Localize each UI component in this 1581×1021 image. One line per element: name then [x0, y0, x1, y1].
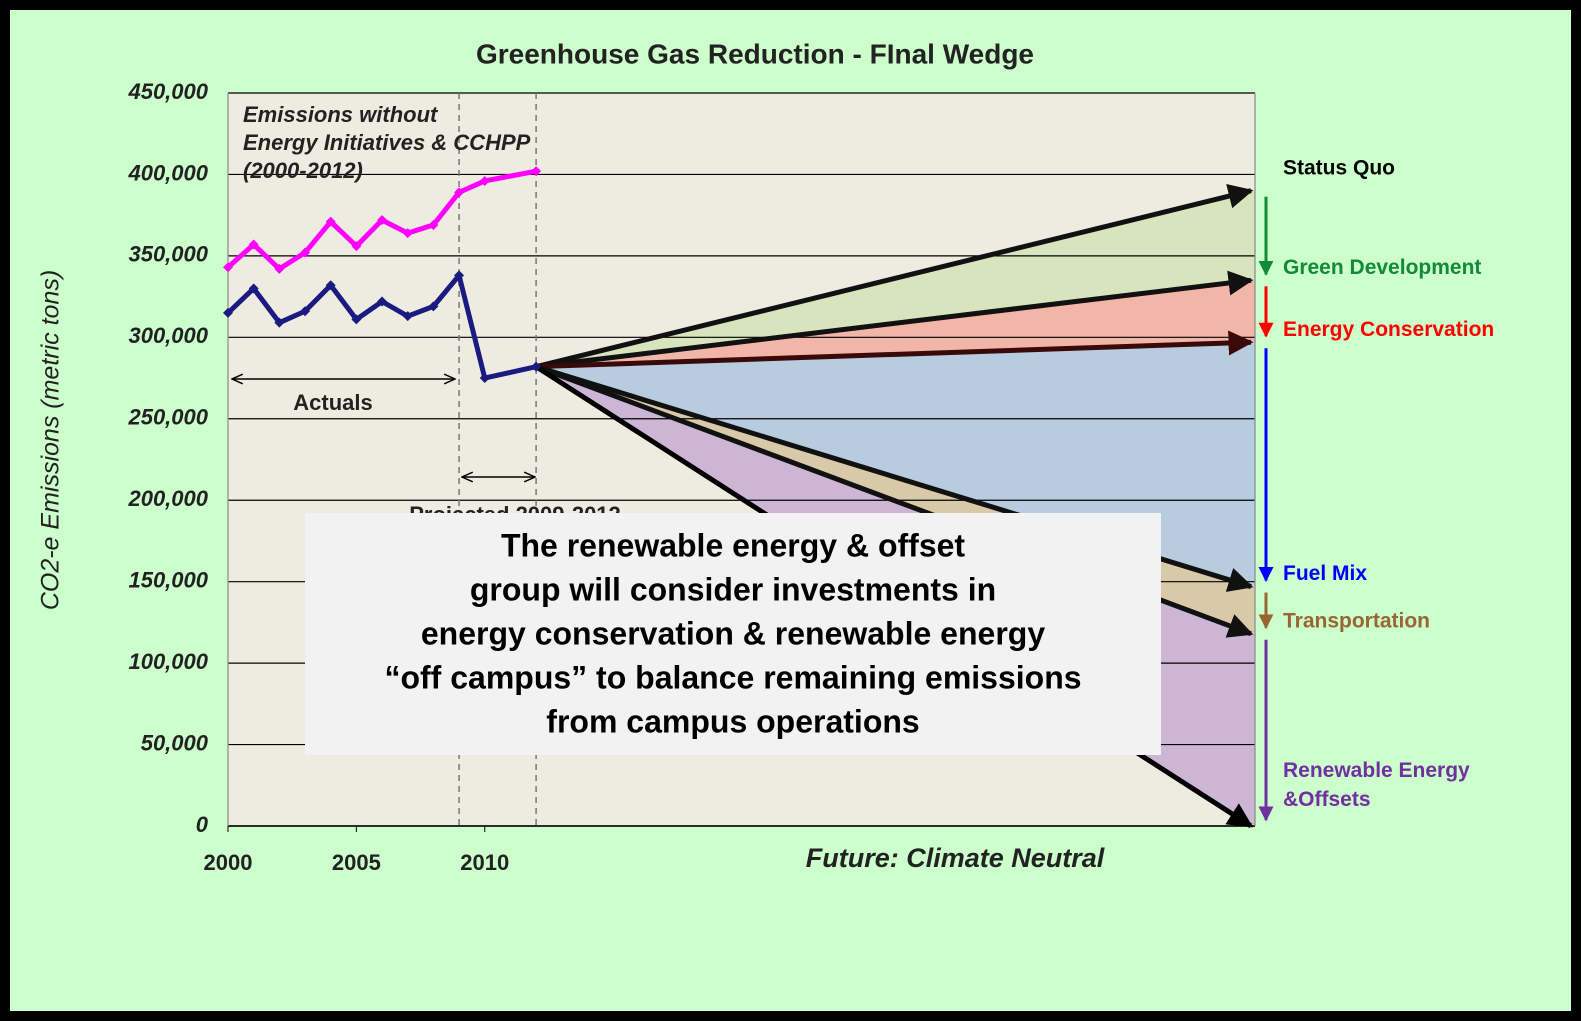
chart-title: Greenhouse Gas Reduction - FInal Wedge	[476, 38, 1034, 69]
x-tick-label: 2000	[204, 850, 253, 875]
line-point	[351, 241, 362, 252]
y-tick-label: 0	[196, 812, 209, 837]
callout-line: group will consider investments in	[470, 571, 996, 607]
y-tick-label: 50,000	[141, 730, 209, 755]
projection-line	[535, 270, 1254, 370]
projection-label-box: Renewable Energy &Offsets	[1283, 759, 1470, 811]
x-tick-label: 2005	[332, 850, 381, 875]
line-point	[479, 373, 490, 384]
line-point	[300, 306, 311, 317]
line-point	[454, 270, 465, 281]
projection-line	[536, 330, 1254, 370]
line-point	[351, 314, 362, 325]
line-point	[531, 361, 542, 372]
line-series	[226, 272, 537, 381]
annotation-line: Emissions without	[243, 102, 439, 127]
y-axis-label: CO2-e Emissions (metric tons)	[37, 270, 65, 610]
line-point	[223, 307, 233, 318]
line-point	[402, 228, 413, 239]
line-point	[300, 247, 311, 258]
projection-label: Status Quo	[1283, 156, 1395, 179]
line-point	[325, 280, 336, 291]
callout-line: energy conservation & renewable energy	[421, 615, 1045, 651]
y-tick-label: 250,000	[127, 405, 208, 430]
callout-line: from campus operations	[546, 703, 919, 739]
line-point	[454, 187, 465, 198]
line-point	[531, 166, 542, 177]
y-tick-label: 200,000	[127, 486, 208, 511]
line-series	[226, 168, 537, 272]
projection-label: Fuel Mix	[1283, 562, 1367, 585]
callout-line: “off campus” to balance remaining emissi…	[384, 659, 1081, 695]
y-tick-label: 400,000	[127, 160, 208, 185]
line-point	[479, 175, 490, 186]
annotation-line: (2000-2012)	[243, 158, 363, 183]
projection-label: Energy Conservation	[1283, 318, 1494, 341]
line-point	[248, 239, 259, 250]
projection-line	[535, 183, 1254, 370]
projection-label: Transportation	[1283, 609, 1430, 632]
callout-line: The renewable energy & offset	[501, 527, 965, 563]
actuals-label: Actuals	[293, 390, 372, 415]
line-point	[402, 311, 413, 322]
y-tick-label: 350,000	[128, 242, 208, 267]
line-point	[248, 283, 259, 294]
projection-label: Renewable Energy &Offsets	[1283, 759, 1470, 811]
y-tick-label: 100,000	[128, 649, 208, 674]
y-tick-label: 450,000	[127, 79, 208, 104]
line-point	[428, 219, 439, 230]
line-point	[274, 263, 285, 274]
line-point	[274, 317, 285, 328]
line-point	[428, 301, 439, 312]
projection-label: Green Development	[1283, 256, 1481, 279]
callout-box	[305, 513, 1161, 755]
line-point	[325, 216, 336, 227]
y-tick-label: 150,000	[128, 567, 208, 592]
x-axis-label: Future: Climate Neutral	[806, 843, 1105, 873]
line-point	[223, 262, 233, 273]
x-tick-label: 2010	[460, 850, 509, 875]
line-point	[377, 215, 388, 226]
line-point	[377, 296, 388, 307]
y-tick-label: 300,000	[128, 323, 208, 348]
annotation-line: Energy Initiatives & CCHPP	[243, 130, 531, 155]
